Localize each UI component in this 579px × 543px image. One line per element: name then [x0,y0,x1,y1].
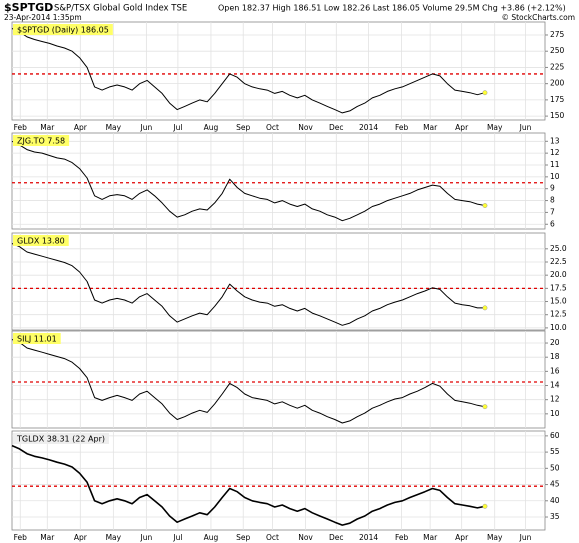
price-line [11,444,486,526]
x-tick-label: Apr [74,533,88,542]
x-tick-label: Feb [395,533,409,542]
y-tick-label: 13 [550,136,560,145]
y-tick-label: 45 [550,480,560,489]
last-point [482,90,488,96]
x-tick-label: Nov [298,123,313,132]
y-tick-label: 10 [550,172,560,181]
series-label: ZJG.TO 7.58 [17,137,65,146]
x-tick-label: Jun [519,533,532,542]
y-tick-label: 12.5 [550,310,567,319]
x-tick-label: Sep [236,123,250,132]
x-tick-label: Mar [40,533,55,542]
plot-frame [11,330,546,429]
y-tick-label: 20.0 [550,270,567,279]
y-tick-label: 10 [550,409,560,418]
x-tick-label: Oct [266,123,279,132]
x-tick-label: Aug [204,123,219,132]
y-tick-label: 14 [550,381,560,390]
x-tick-label: 2014 [359,533,378,542]
y-tick-label: 7 [550,207,555,216]
x-tick-label: Jul [172,123,182,132]
x-tick-label: May [106,533,122,542]
x-tick-label: Feb [395,123,409,132]
y-tick-label: 175 [550,95,565,104]
y-tick-label: 20 [550,338,560,347]
label-highlight [13,333,61,344]
y-tick-label: 275 [550,30,565,39]
last-point [482,503,488,509]
y-tick-label: 25.0 [550,244,567,253]
watermark: © StockCharts.com [501,13,575,22]
y-tick-label: 17.5 [550,283,567,292]
plot-frame [11,232,546,331]
x-tick-label: Feb [14,123,28,132]
series-label: SILJ 11.01 [17,335,57,344]
x-tick-label: Jul [172,533,182,542]
y-tick-label: 10.0 [550,323,567,332]
label-highlight [13,24,113,35]
label-highlight [13,135,70,146]
y-tick-label: 60 [550,431,560,440]
y-tick-label: 12 [550,148,560,157]
price-line [11,243,485,326]
x-tick-label: Nov [298,533,313,542]
x-tick-label: Aug [204,533,219,542]
series-label: $SPTGD (Daily) 186.05 [17,26,109,35]
label-highlight [13,235,69,246]
x-tick-label: Mar [423,123,438,132]
y-tick-label: 8 [550,196,555,205]
x-tick-label: Jun [140,533,153,542]
y-tick-label: 40 [550,496,560,505]
date: 23-Apr-2014 1:35pm [4,13,82,22]
price-line [11,28,486,114]
x-tick-label: Sep [236,533,250,542]
price-line [11,339,485,424]
label-highlight [13,433,109,444]
x-tick-label: Mar [423,533,438,542]
index-name: S&P/TSX Global Gold Index TSE [54,4,187,14]
y-tick-label: 9 [550,184,555,193]
symbol: $SPTGD [4,1,53,14]
x-tick-label: Apr [455,533,469,542]
y-tick-label: 22.5 [550,257,567,266]
y-tick-label: 16 [550,366,560,375]
y-tick-label: 55 [550,447,560,456]
y-tick-label: 200 [550,79,565,88]
y-tick-label: 12 [550,395,560,404]
x-tick-label: May [106,123,122,132]
series-label: TGLDX 38.31 (22 Apr) [16,435,105,444]
x-tick-label: Dec [329,123,344,132]
x-tick-label: Mar [40,123,55,132]
y-tick-label: 50 [550,463,560,472]
series-label: GLDX 13.80 [17,237,65,246]
last-point [482,305,488,311]
x-tick-label: Apr [74,123,88,132]
y-tick-label: 6 [550,219,555,228]
y-tick-label: 18 [550,352,560,361]
plot-frame [11,430,546,531]
x-tick-label: 2014 [359,123,378,132]
y-tick-label: 225 [550,62,565,71]
price-line [11,140,485,222]
y-tick-label: 35 [550,512,560,521]
last-point [482,404,488,410]
y-tick-label: 15.0 [550,297,567,306]
x-tick-label: Feb [14,533,28,542]
quote: Open 182.37 High 186.51 Low 182.26 Last … [218,4,566,13]
x-tick-label: Dec [329,533,344,542]
x-tick-label: May [487,533,503,542]
x-tick-label: Jun [140,123,153,132]
x-tick-label: May [487,123,503,132]
last-point [482,203,488,208]
y-tick-label: 11 [550,160,560,169]
x-tick-label: Apr [455,123,469,132]
y-tick-label: 250 [550,46,565,55]
y-tick-label: 150 [550,111,565,120]
x-tick-label: Jun [519,123,532,132]
plot-frame [11,21,546,121]
x-tick-label: Oct [266,533,279,542]
plot-frame [11,132,546,230]
